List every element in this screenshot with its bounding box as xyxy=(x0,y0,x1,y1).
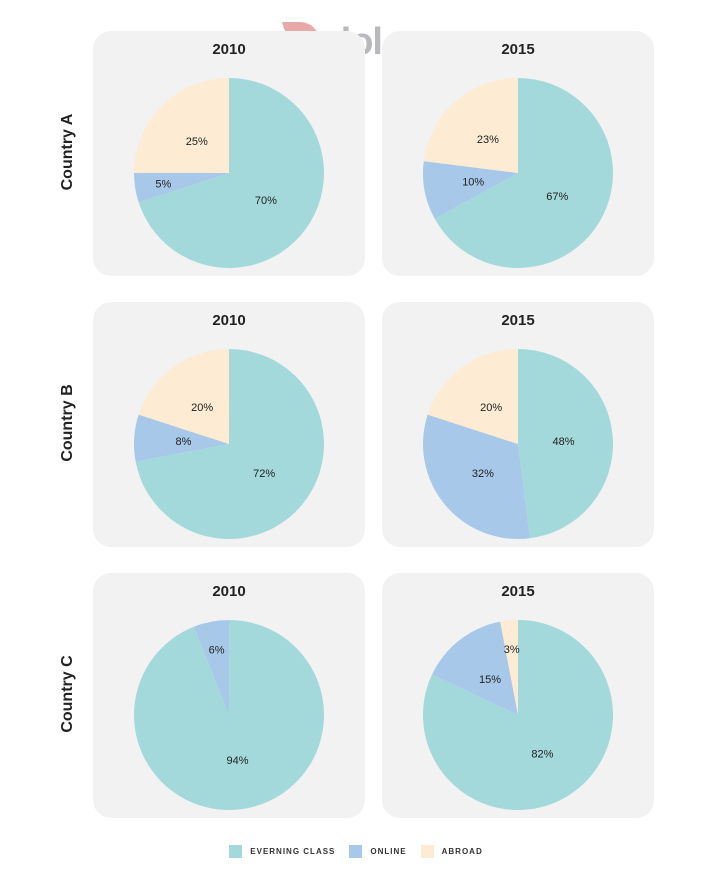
slice-label: 15% xyxy=(479,674,501,686)
legend-label: ONLINE xyxy=(370,847,407,856)
pie-slice-abroad xyxy=(138,349,229,444)
legend-swatch xyxy=(349,845,363,858)
slice-label: 67% xyxy=(546,191,568,203)
pie-chart: 94% 6% xyxy=(133,620,324,810)
slice-label: 6% xyxy=(209,645,225,657)
pie-title: 2010 xyxy=(212,583,246,600)
pie-slice-online xyxy=(194,620,229,715)
slice-label: 20% xyxy=(191,402,213,414)
pie-slice-evening-class xyxy=(135,349,324,539)
legend-label: ABROAD xyxy=(441,847,483,856)
pie-chart: 72% 8% 20% xyxy=(134,349,324,539)
pie-title: 2010 xyxy=(212,312,246,329)
pie-chart: 70% 5% 25% xyxy=(134,78,324,268)
slice-label: 8% xyxy=(176,436,192,448)
slice-label: 70% xyxy=(255,195,277,207)
pie-panel: 2010 70% 5% 25% xyxy=(93,31,365,276)
pie-slice-online xyxy=(134,173,229,203)
pie-slice-online xyxy=(134,414,229,462)
legend: EVERNING CLASS ONLINE ABROAD xyxy=(0,845,712,858)
legend-item-abroad: ABROAD xyxy=(420,845,483,858)
slice-label: 94% xyxy=(227,755,249,767)
pie-slice-evening-class xyxy=(518,349,614,539)
pie-slice-evening-class xyxy=(138,78,324,268)
pie-slice-abroad xyxy=(134,78,229,173)
row-label: Country A xyxy=(59,113,76,191)
pie-slice-abroad xyxy=(423,78,518,173)
legend-label: EVERNING CLASS xyxy=(250,847,336,856)
pie-panel: 2015 67% 10% 23% xyxy=(382,31,654,276)
pie-slice-online xyxy=(423,161,518,219)
pie-slice-abroad xyxy=(427,349,518,444)
pie-slice-abroad xyxy=(500,620,518,715)
pie-chart: 82% 15% 3% xyxy=(423,620,613,810)
pie-title: 2015 xyxy=(501,312,535,329)
row-label: Country B xyxy=(59,384,76,462)
slice-label: 5% xyxy=(155,178,171,190)
pie-chart: 67% 10% 23% xyxy=(423,78,613,268)
pie-slice-evening-class xyxy=(434,78,613,268)
slice-label: 48% xyxy=(552,436,574,448)
slice-label: 32% xyxy=(472,468,494,480)
pie-panel: 2015 48% 32% 20% xyxy=(382,302,654,547)
slice-label: 25% xyxy=(186,136,208,148)
slice-label: 3% xyxy=(504,644,520,656)
pie-title: 2015 xyxy=(501,41,535,58)
slice-label: 82% xyxy=(531,749,553,761)
pie-panel: 2015 82% 15% 3% xyxy=(382,573,654,818)
legend-swatch xyxy=(420,845,434,858)
slice-label: 20% xyxy=(480,402,502,414)
pie-title: 2010 xyxy=(212,41,246,58)
legend-swatch xyxy=(229,845,243,858)
pie-panel: 2010 72% 8% 20% xyxy=(93,302,365,547)
slice-label: 23% xyxy=(477,134,499,146)
pie-slice-online xyxy=(432,621,518,715)
pie-title: 2015 xyxy=(501,583,535,600)
legend-item-online: ONLINE xyxy=(349,845,406,858)
row-label: Country C xyxy=(59,655,76,733)
legend-item-evening-class: EVERNING CLASS xyxy=(229,845,335,858)
slice-label: 10% xyxy=(462,177,484,189)
pie-chart: 48% 32% 20% xyxy=(422,349,614,539)
pie-slice-online xyxy=(422,414,530,539)
slice-label: 72% xyxy=(253,468,275,480)
pie-panel: 2010 94% 6% xyxy=(93,573,365,818)
